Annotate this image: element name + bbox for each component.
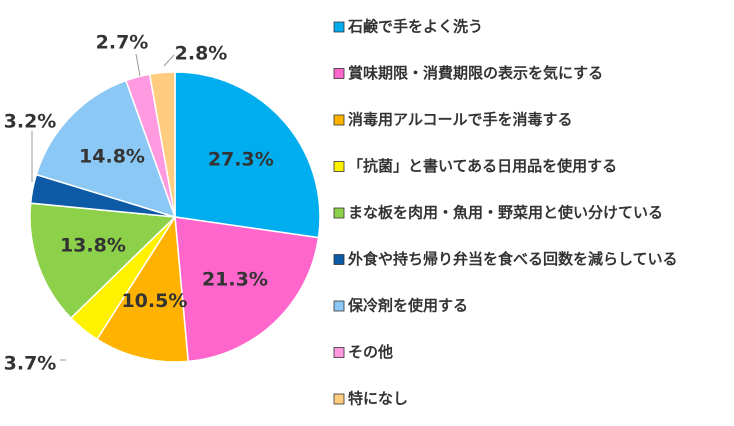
legend-item-9: 特になし xyxy=(333,390,408,408)
legend-swatch-2 xyxy=(333,68,345,79)
legend-swatch-6 xyxy=(333,254,345,265)
legend-swatch-1 xyxy=(333,21,345,33)
slice-4-value-label: 3.7% xyxy=(4,353,57,375)
legend-swatch-9 xyxy=(333,393,345,405)
legend-item-5: まな板を肉用・魚用・野菜用と使い分けている xyxy=(333,204,663,222)
legend-label-7: 保冷剤を使用する xyxy=(347,297,468,315)
legend-item-4: 「抗菌」と書いてある日用品を使用する xyxy=(333,157,617,175)
legend-swatch-4 xyxy=(333,161,345,172)
slice-8-value-label: 2.7% xyxy=(96,32,149,54)
legend-label-1: 石鹸で手をよく洗う xyxy=(347,18,483,36)
legend-swatch-8 xyxy=(333,347,345,358)
legend: 石鹸で手をよく洗う賞味期限・消費期限の表示を気にする消毒用アルコールで手を消毒す… xyxy=(333,18,678,408)
slice-6-value-label: 3.2% xyxy=(4,111,57,133)
slice-5-value-label: 13.8% xyxy=(60,234,126,256)
slice-8-leader-line xyxy=(135,53,141,77)
legend-swatch-3 xyxy=(333,114,345,126)
slice-7-value-label: 14.8% xyxy=(79,146,145,168)
pie-data-labels: 27.3% 21.3% 10.5% 3.7% 13.8% 3.2% 14.8% 2.7% 2.8… xyxy=(4,32,274,375)
slice-7-wedge xyxy=(35,79,177,219)
legend-label-9: 特になし xyxy=(348,390,408,408)
legend-item-6: 外食や持ち帰り弁当を食べる回数を減らしている xyxy=(333,250,678,268)
slice-1-value-label: 27.3% xyxy=(208,149,274,171)
legend-item-1: 石鹸で手をよく洗う xyxy=(333,18,483,36)
legend-label-3: 消毒用アルコールで手を消毒する xyxy=(348,111,573,129)
pie-slices xyxy=(29,71,321,363)
slice-5-wedge xyxy=(29,202,177,320)
legend-label-6: 外食や持ち帰り弁当を食べる回数を減らしている xyxy=(347,250,678,268)
legend-swatch-5 xyxy=(333,207,345,219)
slice-9-leader-line xyxy=(163,54,175,67)
slice-2-value-label: 21.3% xyxy=(202,269,268,291)
legend-label-4: 「抗菌」と書いてある日用品を使用する xyxy=(348,157,617,175)
legend-label-2: 賞味期限・消費期限の表示を気にする xyxy=(348,64,603,82)
legend-label-8: その他 xyxy=(348,343,393,361)
slice-9-value-label: 2.8% xyxy=(175,43,228,65)
legend-label-5: まな板を肉用・魚用・野菜用と使い分けている xyxy=(348,204,663,222)
legend-swatch-7 xyxy=(333,300,345,312)
slice-2-wedge xyxy=(174,216,320,363)
slice-9-wedge xyxy=(148,71,176,218)
slice-1-wedge xyxy=(174,71,321,239)
legend-item-3: 消毒用アルコールで手を消毒する xyxy=(333,111,573,129)
legend-item-8: その他 xyxy=(333,343,393,361)
slice-3-value-label: 10.5% xyxy=(121,290,187,312)
legend-item-2: 賞味期限・消費期限の表示を気にする xyxy=(333,64,603,82)
slice-3-wedge xyxy=(95,214,189,363)
leader-lines xyxy=(31,53,175,361)
legend-item-7: 保冷剤を使用する xyxy=(333,297,468,315)
